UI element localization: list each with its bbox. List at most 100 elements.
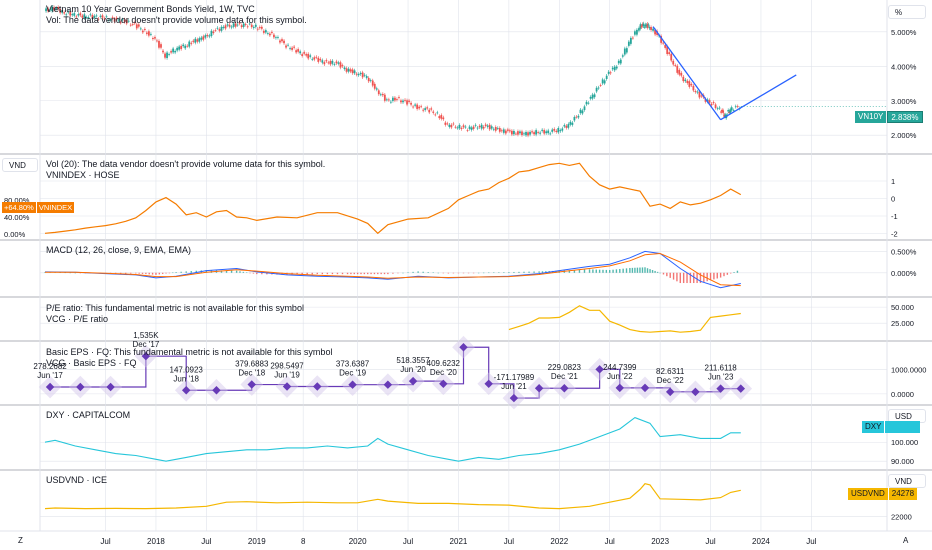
eps-marker[interactable] (534, 383, 544, 393)
macd-histogram-bar (239, 271, 241, 273)
auto-scale-button[interactable]: A (903, 536, 909, 545)
candle-body (129, 24, 132, 26)
eps-marker[interactable] (560, 383, 569, 393)
eps-marker[interactable] (615, 383, 625, 393)
eps-marker[interactable] (282, 382, 292, 391)
time-axis-label: 8 (301, 537, 306, 546)
eps-marker[interactable] (665, 387, 675, 397)
macd-histogram-bar (336, 272, 339, 275)
candle-body (61, 9, 64, 13)
candle-body (111, 17, 114, 19)
candle-body (577, 115, 580, 118)
eps-value-label: 147.0923 (170, 365, 204, 374)
eps-marker[interactable] (212, 386, 221, 395)
macd-histogram-bar (353, 272, 355, 275)
candle-body (91, 14, 94, 19)
candle-body (145, 32, 148, 34)
macd-histogram-bar (699, 272, 702, 284)
eps-marker[interactable] (181, 386, 191, 395)
eps-marker[interactable] (141, 351, 151, 361)
eps-marker[interactable] (348, 380, 357, 389)
eps-marker[interactable] (459, 342, 468, 352)
candle-body (309, 55, 312, 57)
candle-body (454, 126, 457, 128)
candle-body (486, 125, 489, 127)
candle-body (148, 31, 150, 36)
macd-histogram-bar (625, 268, 628, 273)
eps-marker[interactable] (595, 365, 604, 374)
candle-body (452, 123, 455, 125)
eps-marker[interactable] (313, 382, 322, 391)
macd-histogram-bar (367, 272, 369, 275)
candle-body (575, 116, 578, 118)
eps-marker[interactable] (439, 379, 448, 389)
candle-body (218, 29, 221, 31)
candle-body (335, 61, 338, 64)
eps-marker[interactable] (716, 384, 725, 393)
candle-body (714, 104, 717, 108)
macd-histogram-bar (703, 272, 705, 283)
macd-histogram-bar (266, 272, 268, 275)
candle-body (682, 76, 685, 82)
candle-body (327, 62, 330, 64)
macd-histogram-bar (125, 272, 127, 274)
eps-date-label: Jun '18 (173, 374, 199, 383)
macd-histogram-bar (636, 267, 639, 273)
candle-body (202, 36, 205, 40)
eps-marker[interactable] (45, 382, 55, 392)
vnd-scale-button-right[interactable]: VND (888, 474, 926, 488)
timezone-button[interactable]: Z (18, 536, 23, 545)
eps-marker[interactable] (640, 383, 650, 393)
candle-body (244, 24, 247, 25)
candle-body (466, 130, 469, 131)
candle-body (248, 23, 251, 25)
pane2-title: Vol (20): The data vendor doesn't provid… (46, 159, 326, 169)
macd-histogram-bar (726, 272, 729, 275)
eps-marker[interactable] (691, 387, 700, 397)
bond-tag-symbol: VN10Y (855, 111, 887, 123)
candle-body (107, 19, 110, 21)
macd-histogram-bar (79, 272, 82, 274)
candle-body (275, 37, 277, 39)
candle-body (398, 97, 400, 98)
candle-body (180, 45, 183, 50)
price-axis-label: 5.000% (891, 28, 917, 37)
eps-value-label: -171.17989 (494, 373, 535, 382)
eps-date-label: Jun '17 (37, 371, 63, 380)
candle-body (654, 29, 656, 35)
candle-body (547, 130, 550, 134)
candle-body (692, 85, 695, 91)
candle-body (279, 40, 281, 43)
candle-body (402, 100, 404, 103)
percent-scale-button[interactable]: % (888, 5, 926, 19)
macd-histogram-bar (281, 272, 283, 275)
eps-marker[interactable] (106, 382, 115, 392)
vnd-scale-button-left[interactable]: VND (2, 158, 38, 172)
candle-body (517, 131, 519, 135)
macd-histogram-bar (249, 272, 251, 274)
candle-body (47, 8, 49, 12)
candle-body (424, 108, 427, 111)
eps-marker[interactable] (76, 382, 85, 392)
macd-histogram-bar (172, 272, 174, 274)
usdvnd-tag-symbol: USDVND (848, 488, 888, 500)
eps-marker[interactable] (509, 393, 519, 403)
candle-body (230, 26, 233, 28)
eps-marker[interactable] (484, 379, 493, 389)
candle-body (212, 31, 215, 34)
candle-body (722, 110, 725, 113)
usdvnd-tag-value: 24278 (888, 488, 918, 500)
trend-line[interactable] (720, 74, 797, 121)
candle-body (299, 51, 302, 54)
eps-date-label: Dec '18 (238, 369, 265, 378)
eps-marker[interactable] (383, 380, 393, 389)
trend-line[interactable] (652, 26, 722, 121)
eps-marker[interactable] (247, 380, 256, 389)
candle-body (113, 18, 116, 22)
candle-body (632, 37, 634, 39)
macd-histogram-bar (689, 272, 692, 284)
eps-marker[interactable] (736, 384, 746, 393)
eps-marker[interactable] (408, 376, 418, 386)
